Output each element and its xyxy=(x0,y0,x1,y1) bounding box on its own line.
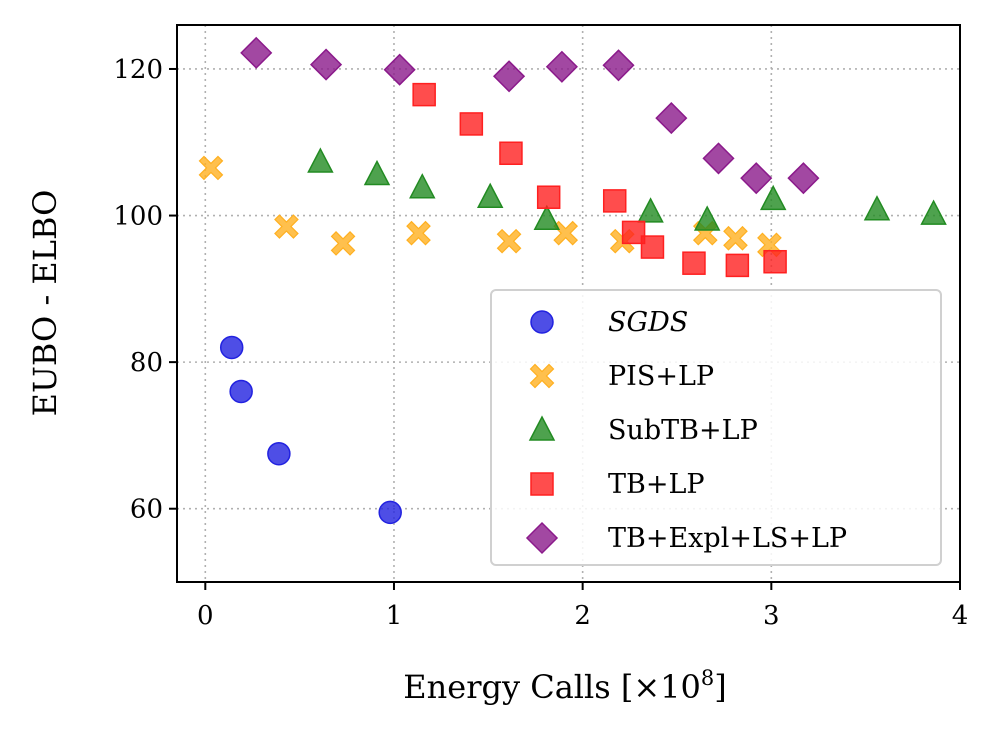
data-point-pis-lp xyxy=(330,231,356,256)
x-tick-label: 2 xyxy=(574,601,591,631)
data-point-tb-expl-ls-lp xyxy=(493,60,526,93)
data-point-sgds xyxy=(378,500,402,525)
legend-marker-subtb-lp xyxy=(528,415,556,441)
legend-box xyxy=(490,289,942,566)
data-point-tb-expl-ls-lp xyxy=(740,162,773,195)
data-point-subtb-lp xyxy=(693,205,721,231)
data-point-subtb-lp xyxy=(920,199,947,225)
data-point-pis-lp xyxy=(406,220,431,246)
legend-entry-subtb-lp: SubTB+LP xyxy=(528,415,758,446)
data-point-subtb-lp xyxy=(533,204,561,230)
data-point-subtb-lp xyxy=(307,147,334,173)
plot-frame xyxy=(176,24,961,583)
legend-marker-pis-lp xyxy=(529,363,555,389)
data-point-tb-expl-ls-lp xyxy=(309,48,343,81)
y-axis-label: EUBO - ELBO xyxy=(26,190,64,417)
data-point-sgds xyxy=(229,379,253,404)
y-tick-label: 100 xyxy=(113,202,163,232)
x-axis-label: Energy Calls [×108] xyxy=(403,666,726,706)
data-point-subtb-lp xyxy=(476,182,504,208)
data-point-tb-expl-ls-lp xyxy=(545,50,578,83)
data-point-subtb-lp xyxy=(409,173,436,199)
data-point-subtb-lp xyxy=(637,197,664,223)
series-tb-expl-ls-lp xyxy=(240,36,820,195)
series-tb-lp xyxy=(412,82,787,278)
series-subtb-lp xyxy=(307,147,947,231)
data-points xyxy=(198,36,947,525)
x-axis-label-exponent: 8 xyxy=(701,666,714,690)
data-point-tb-expl-ls-lp xyxy=(787,162,820,195)
data-point-tb-expl-ls-lp xyxy=(602,49,635,82)
data-point-tb-lp xyxy=(621,220,646,245)
data-point-pis-lp xyxy=(553,220,579,246)
data-point-tb-expl-ls-lp xyxy=(383,53,416,86)
legend-label-subtb-lp: SubTB+LP xyxy=(608,415,758,446)
data-point-sgds xyxy=(267,441,291,466)
legend-label-tb-expl-ls-lp: TB+Expl+LS+LP xyxy=(608,523,847,554)
data-point-pis-lp xyxy=(274,214,299,239)
x-tick-label: 1 xyxy=(386,601,403,631)
legend-label-sgds: SGDS xyxy=(608,307,688,338)
data-point-tb-lp xyxy=(725,253,750,278)
legend-marker-tb-lp xyxy=(530,472,554,496)
y-tick-label: 80 xyxy=(130,348,163,378)
legend-entry-tb-expl-ls-lp: TB+Expl+LS+LP xyxy=(525,521,847,555)
y-tick-label: 120 xyxy=(113,55,163,85)
data-point-tb-expl-ls-lp xyxy=(655,102,688,135)
axis-ticks: 0 1 2 3 4 60 80 100 120 xyxy=(113,55,968,631)
data-point-tb-expl-ls-lp xyxy=(240,36,273,69)
data-point-subtb-lp xyxy=(363,159,391,186)
series-sgds xyxy=(219,335,402,525)
data-point-tb-lp xyxy=(763,249,787,274)
x-tick-label: 0 xyxy=(197,601,214,631)
data-point-tb-expl-ls-lp xyxy=(702,142,735,175)
data-point-subtb-lp xyxy=(759,184,787,211)
legend: SGDS PIS+LP SubTB+LP TB+LP TB+Expl+LS+LP xyxy=(490,289,942,566)
legend-label-tb-lp: TB+LP xyxy=(608,469,705,500)
legend-marker-sgds xyxy=(530,310,554,334)
data-point-tb-lp xyxy=(682,251,706,275)
data-point-pis-lp xyxy=(723,225,748,251)
data-point-tb-lp xyxy=(412,82,436,107)
data-point-sgds xyxy=(219,335,244,360)
legend-marker-tb-expl-ls-lp xyxy=(525,521,559,555)
legend-entry-pis-lp: PIS+LP xyxy=(529,361,714,392)
data-point-tb-lp xyxy=(602,189,627,213)
x-axis-label-suffix: ] xyxy=(714,668,726,706)
data-point-tb-lp xyxy=(640,235,665,259)
x-tick-label: 4 xyxy=(952,601,969,631)
data-point-pis-lp xyxy=(198,155,224,181)
data-point-tb-lp xyxy=(499,141,523,166)
legend-entry-tb-lp: TB+LP xyxy=(530,469,705,500)
data-point-tb-lp xyxy=(536,185,561,209)
y-tick-label: 60 xyxy=(130,495,163,525)
data-point-subtb-lp xyxy=(863,195,891,221)
x-tick-label: 3 xyxy=(763,601,780,631)
data-point-pis-lp xyxy=(496,228,522,254)
legend-entry-sgds: SGDS xyxy=(530,307,688,338)
data-point-tb-lp xyxy=(459,112,484,136)
legend-label-pis-lp: PIS+LP xyxy=(608,361,714,392)
